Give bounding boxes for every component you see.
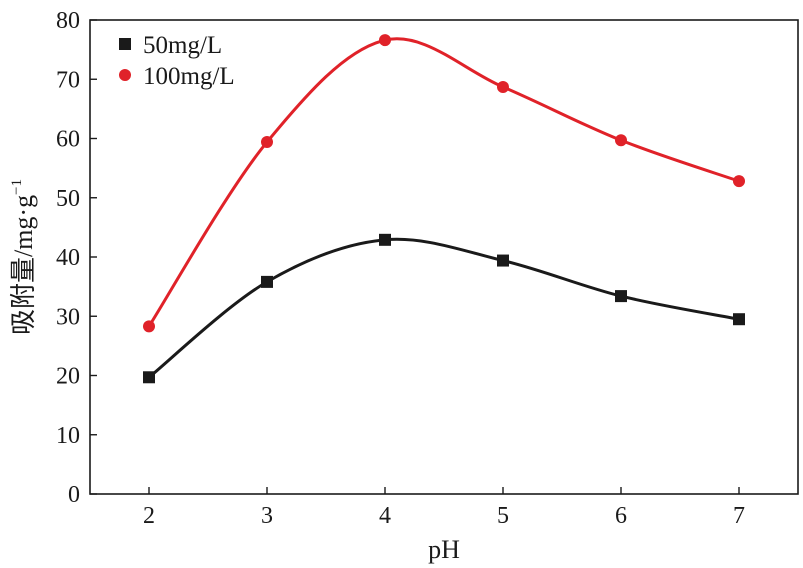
data-point xyxy=(733,175,745,188)
y-tick-label: 70 xyxy=(56,67,80,93)
x-tick-label: 2 xyxy=(143,503,155,529)
legend-label: 100mg/L xyxy=(143,63,235,90)
data-point xyxy=(379,233,391,246)
y-tick-label: 20 xyxy=(56,364,80,390)
data-point xyxy=(143,371,155,384)
legend-label: 50mg/L xyxy=(143,32,222,59)
y-tick-label: 40 xyxy=(56,245,80,271)
legend: 50mg/L 100mg/L xyxy=(119,32,235,90)
data-point xyxy=(497,254,509,267)
series-line-0 xyxy=(148,237,740,379)
y-tick-label: 30 xyxy=(56,304,80,330)
data-point xyxy=(379,34,391,47)
y-tick-label: 60 xyxy=(56,127,80,153)
y-tick-label: 50 xyxy=(56,186,80,212)
y-axis-label-superscript: −1 xyxy=(9,179,25,195)
x-tick-label: 7 xyxy=(733,503,745,529)
data-point xyxy=(497,80,509,93)
x-axis: 2 3 4 5 6 7 xyxy=(143,487,745,529)
y-axis: 0 10 20 30 40 50 60 70 80 xyxy=(56,8,97,508)
x-axis-label: pH xyxy=(428,535,460,564)
data-point xyxy=(143,320,155,333)
data-point xyxy=(261,136,273,149)
y-tick-label: 80 xyxy=(56,8,80,34)
y-tick-label: 0 xyxy=(68,482,80,508)
y-axis-label: 吸附量/mg·g−1 xyxy=(9,179,38,335)
plot-frame xyxy=(89,19,799,495)
x-tick-label: 5 xyxy=(497,503,509,529)
data-point xyxy=(615,134,627,147)
data-point xyxy=(261,275,273,288)
y-axis-label-text: 吸附量/mg·g xyxy=(9,195,38,335)
x-tick-label: 6 xyxy=(615,503,627,529)
data-point xyxy=(733,313,745,326)
series-markers xyxy=(143,34,745,384)
x-tick-label: 3 xyxy=(261,503,273,529)
series-lines xyxy=(147,37,740,379)
y-tick-label: 10 xyxy=(56,423,80,449)
series-line-1 xyxy=(147,37,740,328)
legend-marker xyxy=(119,69,131,81)
legend-marker xyxy=(119,38,131,50)
data-point xyxy=(615,290,627,303)
x-tick-label: 4 xyxy=(379,503,391,529)
